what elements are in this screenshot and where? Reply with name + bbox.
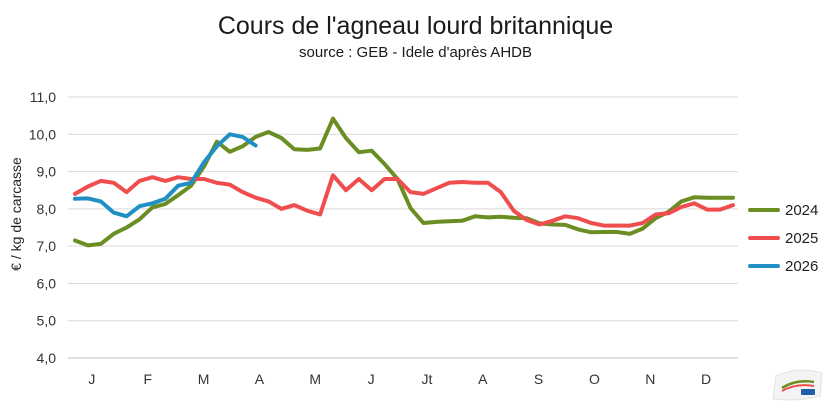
- x-tick-label: M: [309, 371, 321, 387]
- y-axis-label: € / kg de carcasse: [8, 157, 24, 271]
- y-tick-label: 11,0: [30, 89, 56, 105]
- y-tick-label: 4,0: [37, 350, 57, 366]
- legend-label-2025: 2025: [785, 230, 818, 247]
- series-line-2025: [73, 173, 735, 228]
- x-tick-label: D: [701, 371, 711, 387]
- y-tick-label: 5,0: [37, 313, 57, 329]
- series-line-2024: [73, 116, 735, 248]
- legend: 2024 2025 2026: [748, 202, 818, 275]
- y-tick-label: 10,0: [29, 126, 56, 142]
- x-tick-label: J: [88, 371, 95, 387]
- y-tick-label: 9,0: [37, 164, 57, 180]
- x-tick-label: Jt: [421, 371, 432, 387]
- x-tick-label: O: [589, 371, 600, 387]
- legend-label-2026: 2026: [785, 258, 818, 275]
- chart-title: Cours de l'agneau lourd britannique: [217, 12, 614, 40]
- y-tick-label: 7,0: [37, 238, 57, 254]
- x-tick-label: S: [534, 371, 543, 387]
- y-tick-label: 6,0: [37, 275, 57, 291]
- x-tick-label: A: [255, 371, 265, 387]
- x-tick-label: J: [368, 371, 375, 387]
- x-tick-label: A: [478, 371, 488, 387]
- x-tick-label: N: [645, 371, 655, 387]
- y-axis-ticks: 4,0 5,0 6,0 7,0 8,0 9,0 10,0 11,0: [29, 89, 56, 366]
- legend-label-2024: 2024: [785, 202, 818, 219]
- series-line-2026: [73, 132, 258, 219]
- gridlines: [68, 96, 738, 359]
- x-tick-label: M: [198, 371, 210, 387]
- idele-logo: [772, 369, 823, 401]
- chart-subtitle: source : GEB - Idele d'après AHDB: [299, 44, 532, 61]
- x-axis-ticks: J F M A M J Jt A S O N D: [88, 371, 711, 387]
- x-tick-label: F: [143, 371, 152, 387]
- series-lines: [73, 116, 735, 248]
- y-tick-label: 8,0: [37, 201, 57, 217]
